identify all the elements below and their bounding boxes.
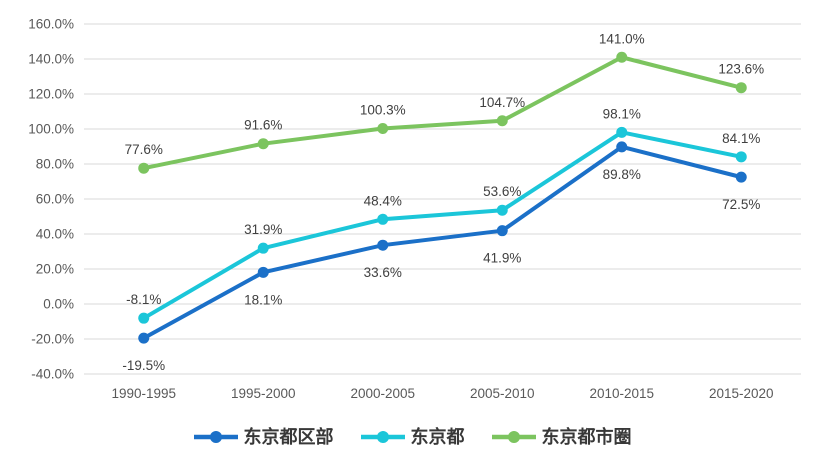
series-marker xyxy=(377,239,389,251)
data-label: 141.0% xyxy=(599,31,645,46)
series-marker xyxy=(616,51,628,63)
series-marker xyxy=(496,225,508,237)
series-marker xyxy=(377,213,389,225)
series-marker xyxy=(735,151,747,163)
x-axis-tick-label: 1995-2000 xyxy=(231,386,296,401)
series-line-1 xyxy=(141,130,744,321)
data-label: 123.6% xyxy=(718,62,764,77)
data-label: 48.4% xyxy=(364,193,402,208)
series-marker xyxy=(616,141,628,153)
x-axis-tick-label: 2015-2020 xyxy=(709,386,774,401)
data-label: 72.5% xyxy=(722,197,760,212)
legend-item-1: 东京都 xyxy=(360,428,465,446)
x-axis-tick-label: 2005-2010 xyxy=(470,386,535,401)
series-marker xyxy=(257,138,269,150)
data-label: 41.9% xyxy=(483,251,521,266)
series-marker xyxy=(616,126,628,138)
series-marker xyxy=(496,115,508,127)
y-axis-tick-label: -20.0% xyxy=(31,332,74,347)
data-label: 53.6% xyxy=(483,184,521,199)
y-axis-tick-label: 80.0% xyxy=(36,157,74,172)
series-marker xyxy=(257,242,269,254)
series-line-0 xyxy=(141,144,744,341)
chart-legend: 东京都区部 东京都 东京都市圈 xyxy=(0,428,824,446)
legend-marker-icon xyxy=(491,431,536,443)
chart-plot-area: -40.0% -20.0% 0.0% 20.0% 40.0% 60.0% 80.0% 100.… xyxy=(28,17,801,401)
series-marker xyxy=(377,122,389,134)
series-marker xyxy=(735,171,747,183)
series-marker xyxy=(138,332,150,344)
series-marker xyxy=(496,204,508,216)
data-label: 31.9% xyxy=(244,222,282,237)
series-line-2 xyxy=(141,55,744,171)
series-marker xyxy=(257,266,269,278)
y-axis-tick-label: 120.0% xyxy=(28,87,74,102)
legend-label: 东京都市圈 xyxy=(541,427,632,447)
legend-item-2: 东京都市圈 xyxy=(491,428,632,446)
x-axis-tick-label: 2010-2015 xyxy=(589,386,654,401)
legend-label: 东京都区部 xyxy=(243,427,334,447)
series-marker xyxy=(735,82,747,94)
y-axis-tick-label: 60.0% xyxy=(36,192,74,207)
legend-item-0: 东京都区部 xyxy=(193,428,334,446)
y-axis-tick-label: 160.0% xyxy=(28,17,74,32)
data-label: 33.6% xyxy=(364,265,402,280)
legend-marker-icon xyxy=(193,431,238,443)
y-axis-tick-label: -40.0% xyxy=(31,367,74,382)
data-label: 89.8% xyxy=(603,167,641,182)
legend-label: 东京都 xyxy=(410,427,465,447)
x-axis-tick-label: 1990-1995 xyxy=(111,386,176,401)
series-marker xyxy=(138,162,150,174)
series-marker xyxy=(138,312,150,324)
data-label: 98.1% xyxy=(603,106,641,121)
y-axis-tick-label: 140.0% xyxy=(28,52,74,67)
data-label: -8.1% xyxy=(126,292,161,307)
y-axis-tick-label: 20.0% xyxy=(36,262,74,277)
data-label: 18.1% xyxy=(244,292,282,307)
data-label: 104.7% xyxy=(479,95,525,110)
data-label: 91.6% xyxy=(244,118,282,133)
y-axis-tick-label: 40.0% xyxy=(36,227,74,242)
data-label: 77.6% xyxy=(125,142,163,157)
y-axis-tick-label: 100.0% xyxy=(28,122,74,137)
y-axis-tick-label: 0.0% xyxy=(43,297,74,312)
data-label: 100.3% xyxy=(360,102,406,117)
data-label: 84.1% xyxy=(722,131,760,146)
x-axis-tick-label: 2000-2005 xyxy=(350,386,415,401)
data-label: -19.5% xyxy=(122,358,165,373)
legend-marker-icon xyxy=(360,431,405,443)
